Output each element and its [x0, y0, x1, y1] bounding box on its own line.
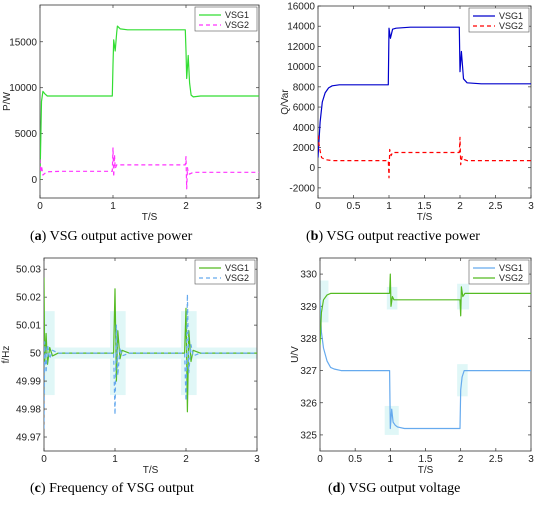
x-tick-label: 3 — [256, 201, 262, 212]
x-axis-label: T/S — [142, 212, 158, 223]
series-line-vsg2 — [44, 293, 257, 429]
highlight-band — [320, 280, 329, 323]
plot-frame — [39, 4, 260, 199]
y-tick-label: 0 — [31, 175, 37, 186]
caption-c: (c) Frequency of VSG output — [30, 481, 194, 496]
y-tick-label: 14000 — [287, 22, 315, 33]
series-line-vsg2 — [318, 135, 531, 179]
plot-frame — [43, 257, 258, 452]
y-tick-label: 16000 — [287, 2, 315, 13]
x-axis-label: T/S — [143, 465, 159, 476]
y-tick-label: 326 — [300, 398, 317, 409]
x-tick-label: 2 — [183, 201, 189, 212]
legend-label: VSG1 — [225, 10, 249, 20]
highlight-band — [457, 364, 468, 397]
y-tick-label: -2000 — [289, 183, 315, 194]
y-tick-label: 50.03 — [16, 265, 41, 276]
x-tick-label: 1.5 — [418, 201, 432, 212]
legend-box — [194, 259, 256, 285]
y-tick-label: 10000 — [287, 62, 315, 73]
series-line-vsg2 — [40, 146, 259, 190]
x-tick-label: 2.5 — [489, 454, 503, 465]
series-line-vsg2 — [320, 273, 531, 345]
y-axis-label: Q/Var — [280, 89, 291, 115]
y-tick-label: 49.98 — [16, 405, 41, 416]
y-tick-label: 49.97 — [16, 433, 41, 444]
x-tick-label: 3 — [528, 454, 534, 465]
legend-label: VSG2 — [499, 273, 523, 283]
legend-label: VSG1 — [225, 263, 249, 273]
chart-panel-2: 0 0.5 1 1.5 2 2.5 3-20000200040006000800010000… — [280, 2, 534, 224]
legend-label: VSG1 — [499, 263, 523, 273]
y-tick-label: 50.02 — [16, 293, 41, 304]
highlight-band — [384, 405, 399, 435]
x-tick-label: 0.5 — [348, 454, 362, 465]
x-tick-label: 1 — [386, 201, 392, 212]
x-tick-label: 1.5 — [419, 454, 433, 465]
x-axis-label: T/S — [417, 212, 433, 223]
x-tick-label: 3 — [254, 454, 260, 465]
series-line-vsg1 — [318, 26, 531, 158]
y-tick-label: 8000 — [293, 82, 316, 93]
caption-b: (b) VSG output reactive power — [306, 229, 480, 244]
x-tick-label: 0 — [37, 201, 43, 212]
y-tick-label: 15000 — [9, 37, 37, 48]
series-line-vsg1 — [40, 25, 259, 180]
x-tick-label: 2.5 — [489, 201, 503, 212]
chart-panel-4: 0 0.5 1 1.5 2 2.5 3 325 326 327 328 329 330 T/S U/V VSG… — [290, 257, 534, 476]
caption-a: (a) VSG output active power — [30, 229, 193, 244]
x-tick-label: 1 — [112, 454, 118, 465]
legend-label: VSG2 — [225, 20, 249, 30]
y-tick-label: 0 — [309, 163, 315, 174]
x-tick-label: 3 — [528, 201, 534, 212]
series-line-vsg1 — [320, 299, 531, 430]
y-tick-label: 12000 — [287, 42, 315, 53]
y-tick-label: 2000 — [293, 143, 316, 154]
y-tick-label: 49.99 — [16, 377, 41, 388]
y-tick-label: 10000 — [9, 83, 37, 94]
chart-panel-3: 0 1 2 3 49.97 49.98 49.99 50 50.01 50.02 50.03 T/S f… — [1, 257, 260, 476]
y-tick-label: 6000 — [293, 103, 316, 114]
legend-box — [194, 6, 258, 32]
x-tick-label: 0 — [315, 201, 321, 212]
y-axis-label: U/V — [290, 346, 301, 363]
x-tick-label: 2 — [458, 454, 464, 465]
y-axis-label: f/Hz — [1, 346, 12, 364]
x-tick-label: 1 — [110, 201, 116, 212]
series-line-vsg1 — [44, 277, 257, 413]
x-tick-label: 2 — [457, 201, 463, 212]
y-tick-label: 330 — [300, 270, 317, 281]
y-tick-label: 328 — [300, 334, 317, 345]
x-axis-label: T/S — [418, 465, 434, 476]
y-tick-label: 329 — [300, 302, 317, 313]
plot-frame — [319, 257, 532, 452]
y-tick-label: 325 — [300, 430, 317, 441]
y-tick-label: 327 — [300, 366, 317, 377]
y-tick-label: 4000 — [293, 123, 316, 134]
y-tick-label: 5000 — [15, 129, 38, 140]
caption-d: (d) VSG output voltage — [328, 481, 461, 496]
y-tick-label: 50.01 — [16, 321, 41, 332]
plot-frame — [317, 5, 532, 199]
legend-box — [468, 259, 530, 285]
x-tick-label: 0 — [41, 454, 47, 465]
legend-label: VSG2 — [225, 273, 249, 283]
y-tick-label: 50 — [30, 349, 42, 360]
x-tick-label: 2 — [183, 454, 189, 465]
x-tick-label: 0 — [317, 454, 323, 465]
legend-label: VSG2 — [499, 21, 523, 31]
legend-label: VSG1 — [499, 11, 523, 21]
x-tick-label: 0.5 — [347, 201, 361, 212]
x-tick-label: 1 — [388, 454, 394, 465]
y-axis-label: P/W — [2, 91, 13, 110]
legend-box — [468, 7, 530, 33]
